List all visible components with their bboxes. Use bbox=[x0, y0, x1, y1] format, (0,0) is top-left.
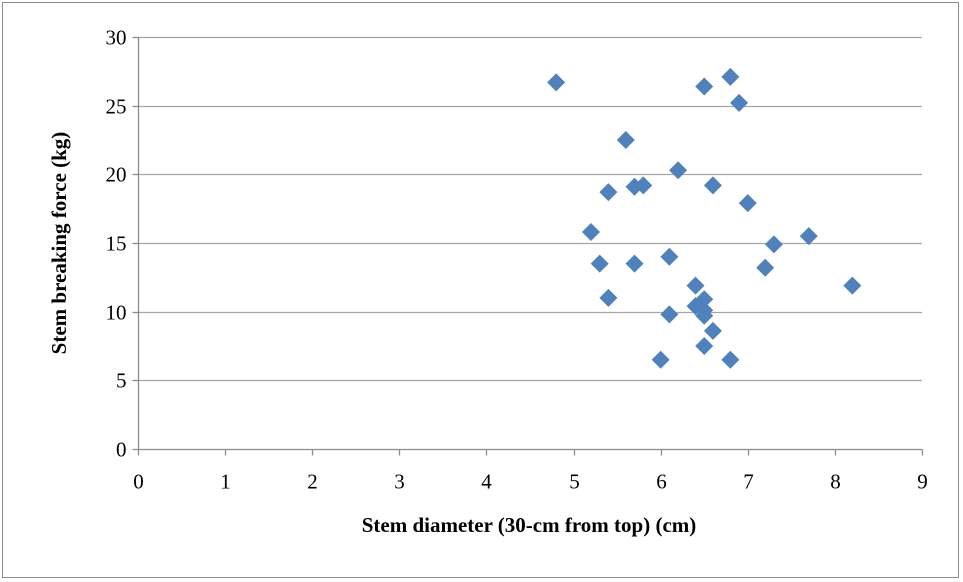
data-point-diamond bbox=[686, 276, 705, 295]
gridlines bbox=[138, 36, 922, 382]
data-point-diamond bbox=[703, 321, 722, 340]
data-point-diamond bbox=[799, 227, 818, 246]
data-point-diamond bbox=[634, 176, 653, 195]
x-tick-label: 3 bbox=[394, 470, 405, 494]
data-point-diamond bbox=[764, 235, 783, 254]
data-point-diamond bbox=[738, 194, 757, 213]
data-point-diamond bbox=[756, 258, 775, 277]
data-point-diamond bbox=[651, 350, 670, 369]
data-point-diamond bbox=[625, 254, 644, 273]
data-point-diamond bbox=[721, 350, 740, 369]
data-point-diamond bbox=[669, 161, 688, 180]
x-tick-label: 7 bbox=[743, 470, 754, 494]
x-tick-label: 1 bbox=[220, 470, 231, 494]
y-tick-label: 30 bbox=[106, 26, 127, 50]
data-point-diamond bbox=[616, 131, 635, 149]
data-point-diamond bbox=[843, 276, 862, 295]
y-tick-label: 10 bbox=[106, 301, 127, 325]
x-tick-label: 6 bbox=[656, 470, 667, 494]
data-point-diamond bbox=[590, 254, 609, 273]
y-tick-labels: 0 5 10 15 20 25 30 bbox=[106, 26, 127, 462]
x-tick-label: 4 bbox=[481, 470, 492, 494]
y-tick-label: 20 bbox=[106, 163, 127, 187]
axes bbox=[132, 36, 924, 456]
data-point-diamond bbox=[721, 67, 740, 86]
x-axis-title: Stem diameter (30-cm from top) (cm) bbox=[362, 513, 697, 537]
x-tick-label: 2 bbox=[307, 470, 318, 494]
y-tick-label: 25 bbox=[106, 95, 127, 119]
data-point-diamond bbox=[695, 306, 714, 325]
data-point-diamond bbox=[703, 176, 722, 195]
data-point-diamond bbox=[660, 305, 679, 324]
x-tick-label: 5 bbox=[569, 470, 580, 494]
data-point-diamond bbox=[599, 183, 618, 202]
data-point-diamond bbox=[660, 247, 679, 266]
data-point-diamond bbox=[599, 288, 618, 307]
x-tick-label: 0 bbox=[133, 470, 144, 494]
y-tick-label: 15 bbox=[106, 232, 127, 256]
data-point-diamond bbox=[695, 337, 714, 355]
data-points bbox=[547, 67, 862, 369]
y-axis-title: Stem breaking force (kg) bbox=[47, 132, 71, 355]
y-tick-label: 0 bbox=[116, 438, 127, 462]
y-tick-label: 5 bbox=[116, 369, 127, 393]
data-point-diamond bbox=[730, 93, 749, 112]
x-tick-label: 9 bbox=[917, 470, 928, 494]
data-point-diamond bbox=[695, 77, 714, 96]
data-point-diamond bbox=[547, 73, 566, 92]
data-point-diamond bbox=[581, 223, 600, 242]
x-tick-label: 8 bbox=[830, 470, 841, 494]
x-tick-labels: 0 1 2 3 4 5 6 7 8 9 bbox=[133, 470, 928, 494]
